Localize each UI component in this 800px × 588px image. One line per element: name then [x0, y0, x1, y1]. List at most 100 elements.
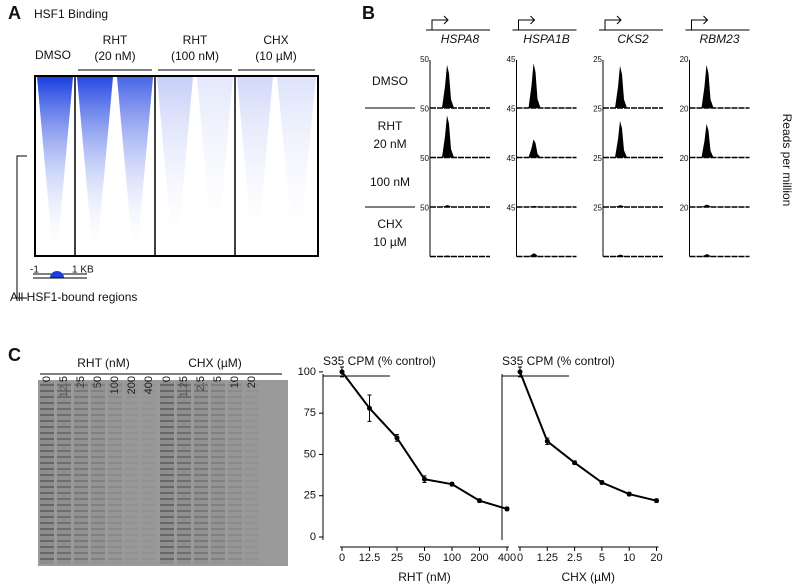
gel-lane: [228, 382, 242, 564]
point: [477, 498, 482, 504]
x-tick-label: 25: [391, 552, 403, 564]
heatmap-signal: [117, 77, 153, 255]
bracket: [16, 155, 27, 299]
x-tick-label: 10: [623, 552, 635, 564]
peak: [615, 205, 627, 207]
y-tick-label: 25: [304, 490, 316, 502]
point: [394, 435, 400, 441]
lane-label: 0: [161, 376, 173, 382]
track-scale: 50: [420, 55, 429, 64]
y-tick-label: 100: [298, 366, 316, 378]
column-label: (100 nM): [171, 49, 219, 63]
point: [626, 491, 632, 497]
row-label: 20 nM: [373, 137, 406, 151]
gene-name: CKS2: [617, 32, 649, 46]
lane-label: 0: [41, 376, 53, 382]
row-label: 100 nM: [370, 175, 410, 189]
peak: [701, 123, 714, 158]
track-scale: 20: [680, 204, 689, 213]
peak: [528, 253, 541, 257]
y-tick-label: 75: [304, 407, 316, 419]
panel-a: A HSF1 Binding -1 1 KB All HSF1-bound re…: [8, 3, 319, 304]
gel-lane: [160, 382, 174, 564]
gel-lane: [91, 382, 105, 564]
point: [422, 476, 427, 482]
gel-lane: [125, 382, 139, 564]
track-scale: 50: [420, 154, 429, 163]
track-scale: 45: [507, 55, 516, 64]
chart-title: S35 CPM (% control): [323, 354, 436, 368]
panel-title: HSF1 Binding: [34, 7, 108, 21]
x-tick-label: 12.5: [359, 552, 380, 564]
column-label: DMSO: [35, 48, 71, 62]
point: [517, 369, 523, 375]
heatmap-signal: [277, 77, 316, 255]
column-label: RHT: [103, 33, 128, 47]
column-label: (10 µM): [255, 49, 297, 63]
y-tick-label: 50: [304, 448, 316, 460]
peak: [442, 205, 454, 207]
peak: [528, 139, 541, 158]
gene-name: RBM23: [699, 32, 739, 46]
heatmap-signal: [197, 77, 233, 255]
track-scale: 20: [680, 154, 689, 163]
gel-group-label: CHX (µM): [188, 356, 242, 370]
point: [599, 480, 605, 486]
heatmap-signal: [77, 77, 113, 255]
row-label: RHT: [378, 119, 403, 133]
gel-lane: [40, 382, 54, 564]
peak: [442, 64, 454, 108]
gene-name: HSPA1B: [523, 32, 569, 46]
panel-c: C RHT (nM)012.52550100200400CHX (µM)01.2…: [8, 345, 663, 584]
gel-lane: [57, 382, 71, 564]
gene-arrow: [512, 15, 577, 31]
chart-title: S35 CPM (% control): [502, 354, 615, 368]
peak: [615, 254, 627, 257]
column-label: RHT: [183, 33, 208, 47]
point: [367, 405, 372, 411]
scale-mask: [44, 278, 70, 286]
x-tick-label: 100: [443, 552, 461, 564]
peak: [442, 255, 454, 257]
track-scale: 45: [507, 204, 516, 213]
peak: [701, 254, 714, 257]
gene-name: HSPA8: [441, 32, 480, 46]
point: [339, 369, 345, 375]
panel-letter: B: [362, 3, 375, 23]
track-scale: 25: [593, 105, 602, 114]
point: [572, 460, 578, 466]
gel-lane: [211, 382, 225, 564]
scale-label: 1 KB: [72, 265, 94, 276]
gel-lane: [245, 382, 259, 564]
point: [504, 506, 510, 512]
track-scale: 45: [507, 105, 516, 114]
heatmap-signal: [37, 77, 73, 255]
scale-label: -1: [30, 265, 39, 276]
gene-arrow: [599, 15, 663, 31]
row-label: 10 µM: [373, 235, 407, 249]
track-scale: 25: [593, 55, 602, 64]
column-label: CHX: [263, 33, 288, 47]
y-axis-label: Reads per million: [780, 114, 794, 207]
point: [544, 438, 550, 444]
lane-label: 5: [212, 376, 224, 382]
x-tick-label: 50: [418, 552, 430, 564]
gel-lane: [108, 382, 122, 564]
gel-lane: [177, 382, 191, 564]
gel-group-label: RHT (nM): [77, 356, 129, 370]
heatmap-signal: [237, 77, 273, 255]
peak: [528, 205, 541, 207]
x-tick-label: 5: [599, 552, 605, 564]
column-label: (20 nM): [94, 49, 135, 63]
track-scale: 45: [507, 154, 516, 163]
track-scale: 20: [680, 105, 689, 114]
gel-lane: [74, 382, 88, 564]
gene-arrow: [685, 15, 750, 31]
panel-letter: C: [8, 345, 21, 365]
panel-b: B Reads per million DMSO RHT 20 nM 100 nM CH…: [362, 3, 794, 258]
track-scale: 20: [680, 55, 689, 64]
x-tick-label: 400: [498, 552, 516, 564]
point: [654, 498, 659, 504]
heatmap-signal: [157, 77, 193, 255]
caption: All HSF1-bound regions: [10, 290, 137, 304]
